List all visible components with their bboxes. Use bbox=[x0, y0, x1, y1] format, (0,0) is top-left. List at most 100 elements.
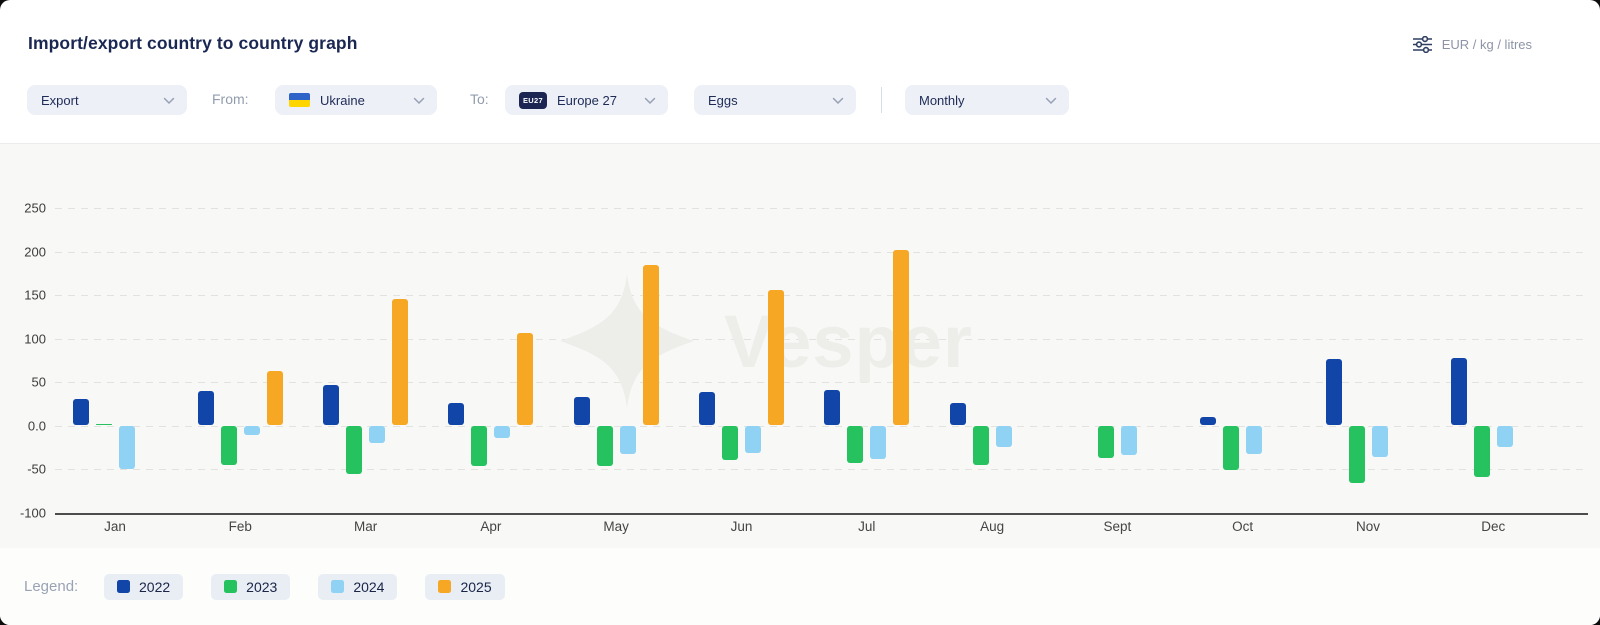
legend-swatch bbox=[117, 580, 130, 593]
x-tick-label: Nov bbox=[1355, 519, 1380, 534]
gridline bbox=[55, 338, 1588, 340]
sliders-icon bbox=[1412, 36, 1432, 53]
legend-swatch bbox=[331, 580, 345, 593]
bar-2024-mar[interactable] bbox=[369, 425, 386, 443]
to-country-dropdown[interactable]: EU27 Europe 27 bbox=[505, 85, 668, 115]
from-country-value: Ukraine bbox=[320, 92, 365, 108]
x-tick-label: Dec bbox=[1481, 519, 1506, 534]
bar-2022-feb[interactable] bbox=[197, 390, 214, 426]
y-tick-label: 150 bbox=[24, 287, 46, 303]
bar-2022-may[interactable] bbox=[573, 396, 590, 426]
x-axis-line bbox=[55, 512, 1588, 515]
y-tick-label: -100 bbox=[19, 505, 46, 520]
eu27-badge-icon: EU27 bbox=[519, 91, 547, 109]
gridline bbox=[55, 425, 1588, 427]
y-tick-label: 100 bbox=[24, 331, 46, 346]
bar-2023-jul[interactable] bbox=[847, 425, 864, 463]
vesper-star-icon bbox=[558, 272, 696, 410]
legend-chip-2023[interactable]: 2023 bbox=[211, 573, 291, 600]
x-tick-label: Jun bbox=[730, 519, 753, 534]
bar-2025-mar[interactable] bbox=[392, 299, 409, 426]
bar-2024-sept[interactable] bbox=[1120, 425, 1137, 456]
bar-2022-jun[interactable] bbox=[699, 392, 715, 426]
bar-2022-aug[interactable] bbox=[949, 402, 966, 426]
bar-2025-may[interactable] bbox=[642, 265, 659, 426]
frequency-dropdown[interactable]: Monthly bbox=[905, 85, 1069, 115]
x-tick-label: Feb bbox=[228, 519, 252, 534]
bar-2024-dec[interactable] bbox=[1496, 425, 1513, 448]
trade-direction-value: Export bbox=[41, 92, 79, 108]
bar-2023-nov[interactable] bbox=[1348, 425, 1365, 483]
bar-2025-apr[interactable] bbox=[517, 333, 534, 426]
bar-2024-may[interactable] bbox=[619, 425, 636, 455]
bar-2023-jun[interactable] bbox=[722, 425, 738, 461]
bar-2023-dec[interactable] bbox=[1473, 425, 1490, 477]
bar-2022-nov[interactable] bbox=[1325, 358, 1342, 426]
chevron-down-icon bbox=[1045, 93, 1057, 108]
y-tick-label: -50 bbox=[27, 461, 46, 477]
x-tick-label: Oct bbox=[1232, 519, 1254, 534]
x-tick-label: Apr bbox=[480, 519, 502, 534]
legend-year: 2022 bbox=[139, 578, 171, 595]
units-display[interactable]: EUR / kg / litres bbox=[1412, 36, 1532, 53]
x-tick-label: Mar bbox=[353, 519, 378, 534]
y-tick-label: 0.0 bbox=[27, 418, 46, 433]
from-label: From: bbox=[212, 91, 249, 107]
bar-2023-feb[interactable] bbox=[220, 425, 237, 465]
legend-chip-2024[interactable]: 2024 bbox=[318, 573, 398, 600]
bar-2023-mar[interactable] bbox=[346, 425, 363, 475]
product-value: Eggs bbox=[708, 92, 738, 108]
bar-2022-jan[interactable] bbox=[72, 399, 89, 426]
bar-2023-sept[interactable] bbox=[1097, 425, 1114, 458]
legend-row: Legend: 2022 2023 2024 2025 bbox=[0, 548, 1600, 625]
bar-2024-nov[interactable] bbox=[1371, 425, 1388, 457]
legend-chip-2022[interactable]: 2022 bbox=[104, 573, 184, 600]
chevron-down-icon bbox=[413, 93, 425, 108]
legend-year: 2025 bbox=[460, 578, 492, 595]
y-tick-label: 50 bbox=[31, 374, 46, 390]
bar-2023-oct[interactable] bbox=[1223, 425, 1240, 470]
gridline bbox=[55, 295, 1588, 296]
to-country-value: Europe 27 bbox=[556, 92, 617, 108]
product-dropdown[interactable]: Eggs bbox=[694, 85, 856, 115]
y-tick-label: 250 bbox=[24, 200, 46, 216]
bar-2025-feb[interactable] bbox=[266, 370, 283, 426]
from-country-dropdown[interactable]: Ukraine bbox=[275, 85, 437, 115]
bar-2024-jul[interactable] bbox=[870, 425, 887, 460]
watermark-text: Vesper bbox=[724, 299, 973, 383]
trade-direction-dropdown[interactable]: Export bbox=[27, 85, 187, 115]
bar-2022-dec[interactable] bbox=[1450, 357, 1467, 426]
bar-2023-may[interactable] bbox=[596, 425, 613, 467]
frequency-value: Monthly bbox=[919, 92, 965, 108]
gridline bbox=[55, 208, 1588, 209]
units-label: EUR / kg / litres bbox=[1441, 37, 1532, 52]
bar-chart: Vesper 250 200 150 100 50 0.0 -50 -100 Jan Feb Mar… bbox=[0, 143, 1600, 549]
bar-2024-oct[interactable] bbox=[1246, 425, 1263, 455]
legend-chips: 2022 2023 2024 2025 bbox=[104, 573, 505, 600]
legend-chip-2025[interactable]: 2025 bbox=[425, 573, 505, 600]
chevron-down-icon bbox=[832, 93, 844, 108]
x-tick-label: Jul bbox=[858, 519, 876, 534]
gridline bbox=[55, 469, 1588, 470]
legend-swatch bbox=[438, 580, 452, 593]
legend-label: Legend: bbox=[24, 578, 79, 595]
bar-2022-apr[interactable] bbox=[448, 402, 465, 426]
filter-bar: Export From: Ukraine To: EU27 Europe 27 … bbox=[0, 85, 1600, 115]
bar-2024-jan[interactable] bbox=[118, 425, 135, 469]
bar-2022-mar[interactable] bbox=[323, 384, 340, 426]
bar-2025-jul[interactable] bbox=[893, 249, 910, 426]
bar-2024-aug[interactable] bbox=[995, 425, 1012, 448]
x-tick-label: May bbox=[603, 519, 629, 534]
chevron-down-icon bbox=[163, 93, 175, 108]
bar-2024-apr[interactable] bbox=[494, 425, 511, 438]
bar-2025-jun[interactable] bbox=[768, 289, 784, 426]
bar-2022-oct[interactable] bbox=[1200, 416, 1217, 426]
filter-separator bbox=[881, 87, 882, 113]
bar-2023-jan[interactable] bbox=[95, 423, 112, 426]
page-title: Import/export country to country graph bbox=[28, 33, 358, 53]
bar-2023-aug[interactable] bbox=[972, 425, 989, 465]
bar-2022-jul[interactable] bbox=[824, 389, 841, 426]
bar-2024-feb[interactable] bbox=[243, 425, 260, 436]
bar-2023-apr[interactable] bbox=[471, 425, 488, 466]
bar-2024-jun[interactable] bbox=[745, 425, 761, 454]
